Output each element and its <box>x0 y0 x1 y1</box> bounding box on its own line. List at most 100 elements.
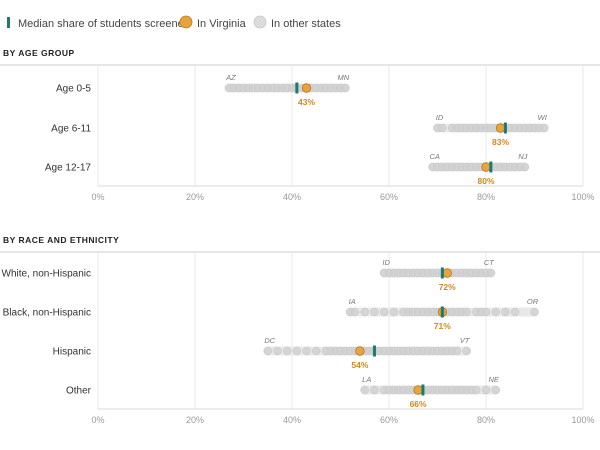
state-dot <box>491 385 500 395</box>
state-dot <box>462 307 471 317</box>
state-dot <box>370 385 379 395</box>
virginia-value-label: 71% <box>434 321 451 331</box>
state-dot <box>520 162 529 172</box>
row-label: Age 12-17 <box>45 163 92 174</box>
state-dot <box>360 307 369 317</box>
max-state-label: MN <box>338 73 350 82</box>
x-tick-label: 60% <box>380 415 398 425</box>
section-title: BY RACE AND ETHNICITY <box>3 235 119 245</box>
median-marker <box>503 122 507 134</box>
max-state-label: VT <box>460 336 471 345</box>
min-state-label: ID <box>382 258 390 267</box>
row-1-2: Hispanic DC VT 54% <box>53 336 472 370</box>
legend-virginia-label: In Virginia <box>197 18 247 30</box>
state-dot <box>312 346 321 356</box>
virginia-value-label: 72% <box>439 282 456 292</box>
x-tick-label: 40% <box>283 415 301 425</box>
max-state-label: NJ <box>518 152 527 161</box>
state-dot <box>462 346 471 356</box>
x-tick-label: 20% <box>186 415 204 425</box>
section-1: BY RACE AND ETHNICITY 0% 20% 40% 60% 80% 100% W… <box>0 235 600 425</box>
legend-other-marker <box>253 15 267 29</box>
state-dot <box>341 83 350 93</box>
row-label: Black, non-Hispanic <box>3 308 91 319</box>
virginia-value-label: 54% <box>351 360 368 370</box>
x-tick-label: 0% <box>91 415 104 425</box>
row-1-0: White, non-Hispanic ID CT 72% <box>2 258 496 292</box>
state-dot <box>283 346 292 356</box>
state-dot <box>302 346 311 356</box>
row-1-1: Black, non-Hispanic IA OR 71% <box>3 297 539 331</box>
state-dot <box>472 385 481 395</box>
row-0-2: Age 12-17 CA NJ 80% <box>45 152 530 186</box>
legend-median-marker <box>7 17 10 28</box>
section-title: BY AGE GROUP <box>3 48 75 58</box>
plot-area: BY AGE GROUP 0% 20% 40% 60% 80% 100% Age 0-5 AZ M… <box>0 48 600 425</box>
state-dot <box>530 307 539 317</box>
state-dot <box>501 307 510 317</box>
state-dot <box>350 307 360 317</box>
state-dot <box>292 346 302 356</box>
x-tick-label: 0% <box>91 192 104 202</box>
x-tick-label: 20% <box>186 192 204 202</box>
legend-median-label: Median share of students screened <box>18 18 190 30</box>
virginia-dot <box>442 268 452 278</box>
state-dot <box>438 123 447 133</box>
x-tick-label: 80% <box>477 192 495 202</box>
virginia-dot <box>481 162 491 172</box>
legend-virginia-marker <box>179 15 193 29</box>
virginia-value-label: 83% <box>492 137 509 147</box>
x-tick-label: 40% <box>283 192 301 202</box>
median-marker <box>372 345 376 357</box>
min-state-label: LA <box>362 375 371 384</box>
x-tick-label: 80% <box>477 415 495 425</box>
min-state-label: IA <box>349 297 356 306</box>
max-state-label: CT <box>484 258 495 267</box>
state-dot <box>263 346 272 356</box>
virginia-value-label: 66% <box>410 399 427 409</box>
virginia-dot <box>413 385 423 395</box>
max-state-label: NE <box>488 375 499 384</box>
median-marker <box>440 306 444 318</box>
virginia-value-label: 43% <box>298 97 315 107</box>
row-label: White, non-Hispanic <box>2 269 91 280</box>
median-marker <box>489 161 493 173</box>
state-dot <box>380 307 389 317</box>
row-label: Other <box>66 386 92 397</box>
virginia-dot <box>355 346 365 356</box>
state-dot <box>540 123 549 133</box>
section-0: BY AGE GROUP 0% 20% 40% 60% 80% 100% Age 0-5 AZ M… <box>0 48 600 202</box>
state-dot <box>486 268 496 278</box>
median-marker <box>295 82 299 94</box>
min-state-label: ID <box>436 113 444 122</box>
virginia-dot <box>495 123 506 133</box>
state-dot <box>389 307 399 317</box>
state-dot <box>452 346 462 356</box>
median-marker <box>440 267 444 279</box>
x-tick-label: 100% <box>571 415 594 425</box>
median-marker <box>421 384 425 396</box>
min-state-label: CA <box>429 152 439 161</box>
state-dot <box>491 307 500 317</box>
row-0-0: Age 0-5 AZ MN 43% <box>56 73 350 107</box>
row-label: Hispanic <box>53 347 91 358</box>
row-0-1: Age 6-11 ID WI 83% <box>51 113 549 147</box>
state-dot <box>273 346 282 356</box>
x-tick-label: 60% <box>380 192 398 202</box>
max-state-label: WI <box>538 113 547 122</box>
state-dot <box>370 307 379 317</box>
x-tick-label: 100% <box>571 192 594 202</box>
min-state-label: DC <box>264 336 275 345</box>
state-dot <box>481 307 491 317</box>
state-dot <box>510 307 520 317</box>
virginia-dot <box>301 83 312 93</box>
row-label: Age 6-11 <box>51 124 91 135</box>
legend-other-label: In other states <box>271 18 341 30</box>
row-1-3: Other LA NE 66% <box>66 375 501 409</box>
min-state-label: AZ <box>225 73 236 82</box>
state-dot <box>481 385 491 395</box>
virginia-value-label: 80% <box>477 176 494 186</box>
state-dot <box>360 385 369 395</box>
row-label: Age 0-5 <box>56 84 91 95</box>
